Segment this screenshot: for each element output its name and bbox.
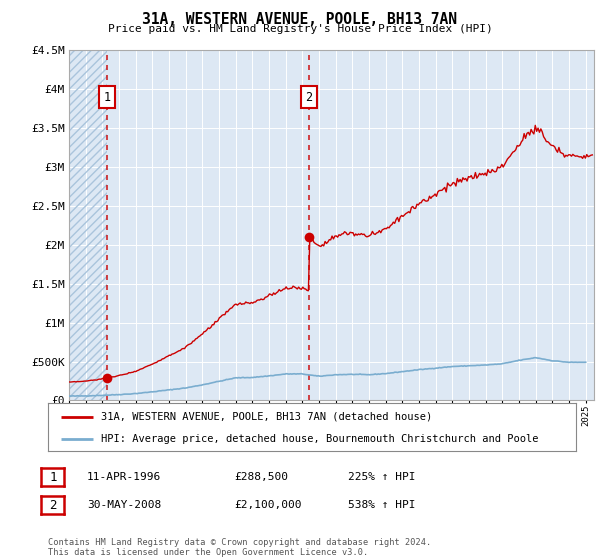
- Text: 31A, WESTERN AVENUE, POOLE, BH13 7AN (detached house): 31A, WESTERN AVENUE, POOLE, BH13 7AN (de…: [101, 412, 432, 422]
- Text: £2,100,000: £2,100,000: [234, 500, 302, 510]
- Text: Price paid vs. HM Land Registry's House Price Index (HPI): Price paid vs. HM Land Registry's House …: [107, 24, 493, 34]
- Text: 1: 1: [49, 470, 56, 484]
- Text: 2: 2: [49, 498, 56, 512]
- Text: 30-MAY-2008: 30-MAY-2008: [87, 500, 161, 510]
- Text: £288,500: £288,500: [234, 472, 288, 482]
- Bar: [69, 50, 107, 400]
- Text: Contains HM Land Registry data © Crown copyright and database right 2024.
This d: Contains HM Land Registry data © Crown c…: [48, 538, 431, 557]
- Text: 538% ↑ HPI: 538% ↑ HPI: [348, 500, 415, 510]
- Text: 1: 1: [103, 91, 110, 104]
- Text: 225% ↑ HPI: 225% ↑ HPI: [348, 472, 415, 482]
- Text: 11-APR-1996: 11-APR-1996: [87, 472, 161, 482]
- Text: 2: 2: [305, 91, 313, 104]
- Text: 31A, WESTERN AVENUE, POOLE, BH13 7AN: 31A, WESTERN AVENUE, POOLE, BH13 7AN: [143, 12, 458, 27]
- Text: HPI: Average price, detached house, Bournemouth Christchurch and Poole: HPI: Average price, detached house, Bour…: [101, 434, 538, 444]
